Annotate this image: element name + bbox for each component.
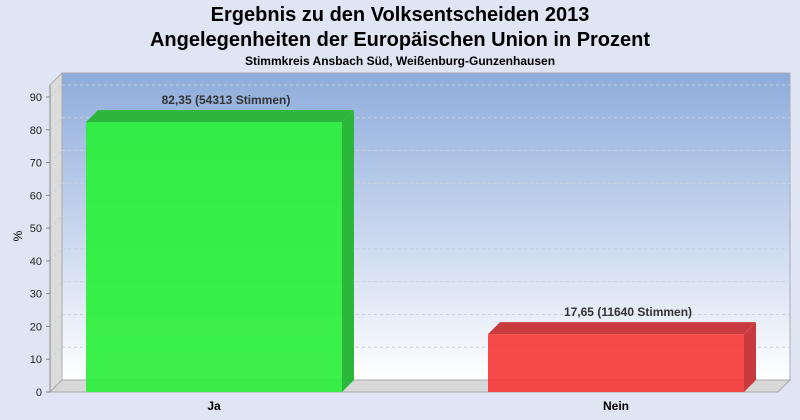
grid-line-side	[49, 346, 63, 360]
chart-title: Ergebnis zu den Volksentscheiden 2013	[210, 4, 590, 26]
bar-side	[744, 322, 756, 392]
grid-line-side	[49, 182, 63, 196]
bar-side	[342, 110, 354, 392]
grid-line-side	[49, 281, 63, 295]
y-tick-label: 70	[30, 158, 42, 170]
x-tick-label: Ja	[207, 399, 221, 413]
data-label: 17,65 (11640 Stimmen)	[564, 305, 692, 319]
y-tick-label: 50	[30, 223, 42, 235]
x-tick-label: Nein	[603, 399, 629, 413]
grid-line-side	[49, 314, 63, 327]
plot-left-wall	[49, 71, 63, 394]
grid-line-side	[49, 248, 63, 262]
chart-subtitle: Angelegenheiten der Europäischen Union i…	[149, 29, 651, 51]
y-axis-label: %	[11, 230, 25, 241]
y-tick-label: 0	[36, 387, 42, 399]
bar-ja	[86, 122, 342, 392]
grid-line-side	[49, 150, 63, 163]
y-tick-label: 80	[30, 125, 42, 137]
grid-line-side	[49, 215, 63, 229]
chart-subtitle-region: Stimmkreis Ansbach Süd, Weißenburg-Gunze…	[244, 54, 556, 68]
grid-line-side	[49, 117, 63, 131]
y-tick-label: 90	[30, 92, 42, 104]
bar-nein	[488, 334, 744, 392]
y-tick-label: 40	[30, 256, 42, 268]
y-tick-label: 30	[30, 289, 42, 301]
data-label: 82,35 (54313 Stimmen)	[162, 93, 291, 107]
bar-top	[488, 322, 756, 335]
y-tick-label: 10	[30, 354, 42, 366]
grid-line-side	[49, 84, 63, 98]
y-tick-label: 20	[30, 321, 42, 333]
bar-top	[86, 110, 354, 123]
y-tick-label: 60	[30, 190, 42, 202]
